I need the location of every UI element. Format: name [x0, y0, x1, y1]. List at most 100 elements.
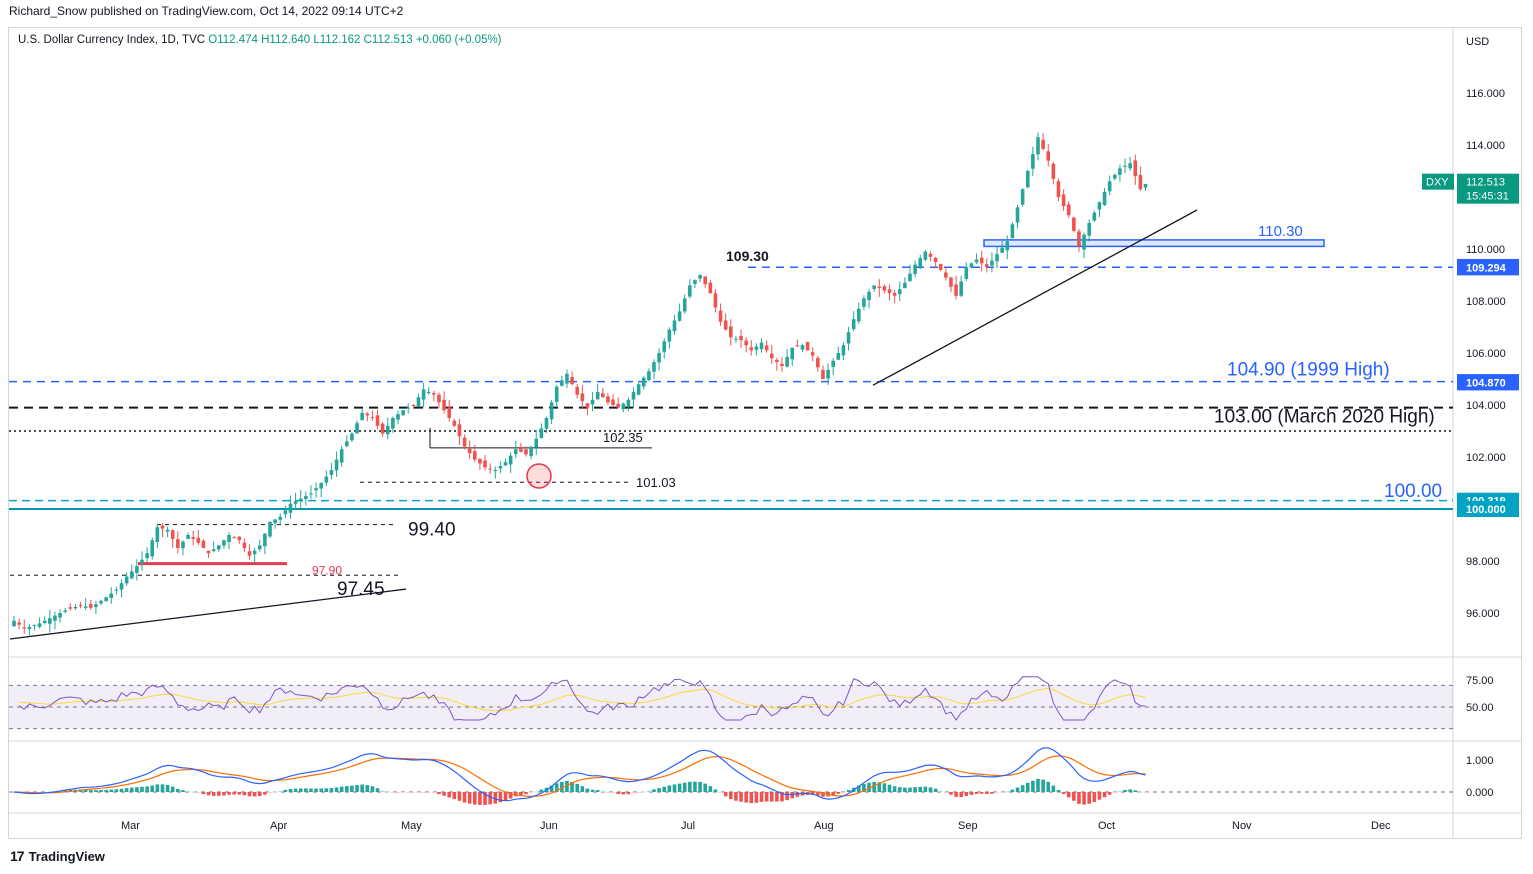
macd-histogram-bar — [1107, 792, 1112, 795]
candle-body — [176, 539, 180, 548]
macd-histogram-bar — [601, 790, 605, 792]
macd-histogram-bar — [862, 783, 866, 792]
candle-body — [775, 359, 779, 363]
symbol-legend[interactable]: U.S. Dollar Currency Index, 1D, TVC O112… — [18, 34, 502, 46]
candle-body — [723, 320, 728, 330]
candle-body — [380, 423, 385, 434]
chart-frame — [8, 27, 1522, 839]
macd-histogram-bar — [923, 786, 928, 792]
candle-body — [1041, 139, 1045, 149]
candle-body — [124, 576, 129, 584]
level-110-30-zone — [983, 239, 1325, 248]
candle-body — [816, 358, 820, 368]
macd-histogram-bar — [304, 788, 308, 792]
candle-body — [810, 352, 815, 356]
macd-histogram-bar — [324, 788, 329, 792]
candle-body — [554, 386, 559, 402]
candle-body — [626, 399, 631, 407]
y-tick-label: 116.000 — [1466, 88, 1505, 100]
level-97-90-label: 97.90 — [312, 563, 342, 577]
macd-histogram-bar — [437, 792, 441, 795]
candle-body — [447, 407, 451, 418]
macd-histogram-bar — [759, 792, 764, 802]
macd-histogram-bar — [247, 792, 252, 797]
candle-body — [933, 257, 938, 262]
candle-body — [201, 540, 206, 548]
candle-body — [785, 356, 789, 367]
macd-histogram-bar — [554, 783, 559, 792]
candle-body — [1107, 181, 1112, 192]
candle-body — [703, 276, 707, 285]
macd-line — [13, 747, 1146, 802]
candle-body — [283, 510, 288, 515]
macd-histogram-bar — [892, 786, 897, 792]
macd-histogram-bar — [135, 787, 139, 792]
candle-body — [1097, 202, 1102, 210]
macd-histogram-bar — [560, 781, 564, 792]
candle-body — [841, 345, 846, 356]
candle-body — [432, 393, 436, 395]
candle-body — [109, 593, 114, 598]
candle-body — [954, 284, 958, 296]
macd-histogram-bar — [365, 785, 370, 792]
macd-histogram-bar — [268, 792, 272, 793]
tradingview-brand[interactable]: 17 TradingView — [10, 848, 105, 864]
candle-body — [595, 392, 600, 400]
macd-histogram-bar — [882, 783, 887, 792]
macd-histogram-bar — [145, 786, 149, 792]
candle-body — [995, 254, 999, 262]
candle-body — [616, 403, 620, 408]
x-tick-label: Oct — [1098, 820, 1115, 832]
last-price-tag-bg — [1457, 173, 1519, 204]
macd-histogram-bar — [913, 787, 917, 792]
candle-body — [549, 402, 554, 420]
candle-body — [27, 626, 32, 630]
candle-body — [795, 345, 800, 347]
level-110-30-label: 110.30 — [1258, 223, 1303, 240]
candle-body — [652, 362, 656, 372]
tradingview-logo-icon: 17 — [10, 848, 25, 864]
macd-histogram-bar — [1097, 792, 1102, 800]
candle-body — [196, 537, 201, 543]
candle-body — [519, 446, 523, 452]
macd-histogram-bar — [150, 785, 155, 792]
macd-histogram-bar — [104, 789, 108, 792]
candle-body — [22, 627, 27, 629]
candle-body — [944, 272, 948, 278]
candle-body — [416, 397, 421, 407]
candle-body — [442, 399, 446, 411]
candle-body — [923, 251, 928, 260]
macd-histogram-bar — [944, 792, 948, 793]
macd-histogram-bar — [196, 792, 201, 793]
candle-body — [606, 396, 610, 403]
candle-body — [1031, 154, 1035, 169]
candle-body — [263, 533, 267, 547]
candle-body — [48, 618, 52, 624]
macd-histogram-bar — [585, 788, 590, 792]
macd-histogram-bar — [647, 790, 651, 792]
macd-histogram-bar — [442, 792, 446, 796]
macd-histogram-bar — [355, 785, 359, 792]
candle-body — [37, 623, 42, 627]
candle-body — [42, 620, 47, 624]
macd-histogram-bar — [309, 788, 313, 792]
macd-histogram-bar — [432, 792, 436, 793]
candle-body — [252, 550, 257, 555]
macd-signal-line — [13, 755, 1146, 798]
macd-histogram-bar — [764, 792, 769, 802]
macd-histogram-bar — [396, 792, 400, 793]
macd-histogram-bar — [360, 784, 364, 792]
candle-body — [949, 277, 953, 287]
candle-body — [672, 320, 677, 332]
candle-body — [677, 311, 682, 321]
candle-body — [590, 399, 595, 405]
candle-body — [1102, 191, 1107, 206]
macd-histogram-bar — [985, 792, 989, 794]
candle-body — [273, 519, 277, 524]
macd-histogram-bar — [426, 792, 431, 793]
candle-body — [268, 522, 272, 537]
candle-body — [314, 488, 318, 491]
macd-histogram-bar — [652, 789, 656, 792]
y-tick-label: 108.000 — [1466, 296, 1506, 308]
